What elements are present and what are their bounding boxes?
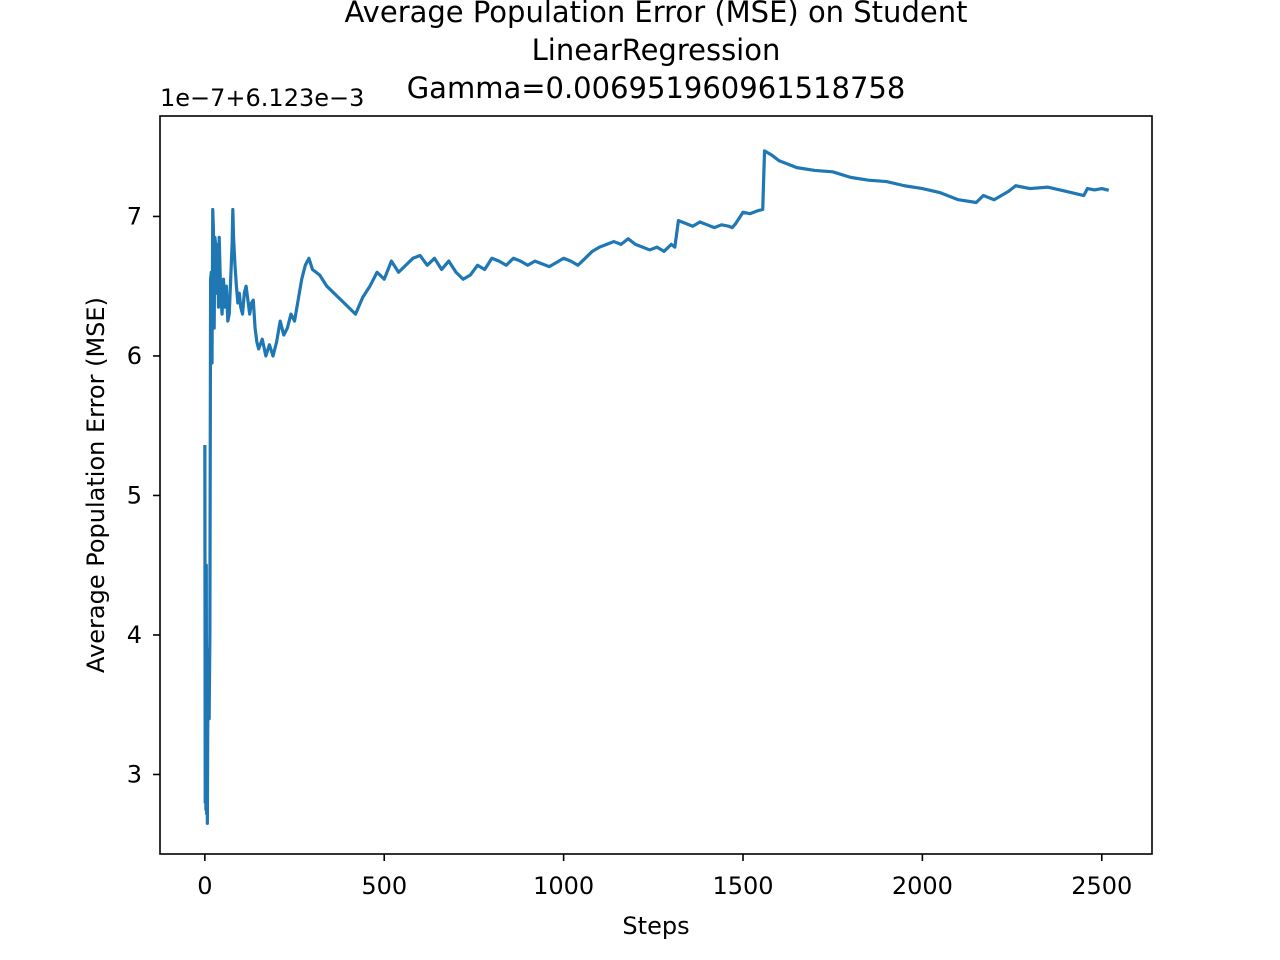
x-axis-label: Steps [622,912,689,940]
series-line-1 [203,149,1110,825]
y-axis-label: Average Population Error (MSE) [82,297,110,673]
series-group [203,149,1110,825]
y-tick-label: 3 [127,760,142,788]
y-tick-label: 5 [127,481,142,509]
x-tick-label: 2000 [892,872,953,900]
chart-title-line-3: Gamma=0.006951960961518758 [407,71,906,105]
chart-title-line-1: Average Population Error (MSE) on Studen… [345,0,968,29]
plot-frame [159,115,1153,855]
y-tick-label: 4 [127,621,142,649]
y-tick-label: 6 [127,342,142,370]
y-offset-text: 1e−7+6.123e−3 [160,84,364,112]
x-tick-label: 2500 [1071,872,1132,900]
x-tick-label: 1000 [533,872,594,900]
x-axis-ticks: 0 500 1000 1500 2000 2500 [197,854,1132,900]
y-axis-ticks: 3 4 5 6 7 [127,202,160,788]
x-tick-label: 0 [197,872,212,900]
plot-area [160,116,1152,854]
chart-title-line-2: LinearRegression [532,33,781,67]
x-tick-label: 500 [361,872,407,900]
chart-title: Average Population Error (MSE) on Studen… [345,0,968,105]
x-tick-label: 1500 [712,872,773,900]
y-tick-label: 7 [127,202,142,230]
